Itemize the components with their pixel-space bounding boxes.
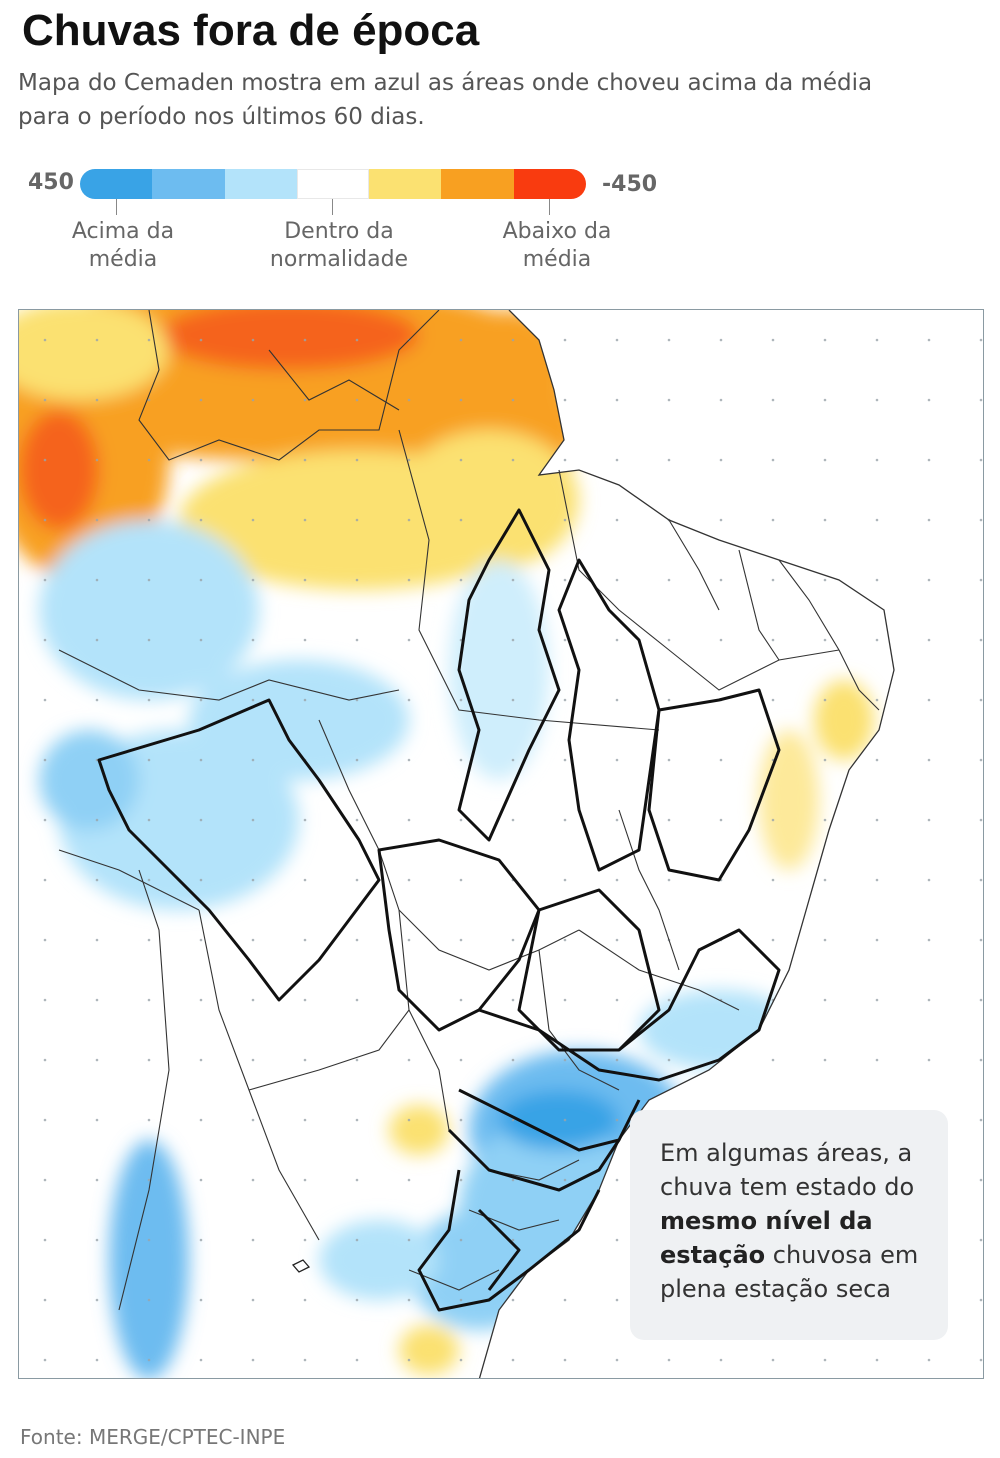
scale-swatch-4 — [296, 169, 370, 199]
map-annotation-callout: Em algumas áreas, a chuva tem estado do … — [630, 1110, 948, 1340]
chart-title: Chuvas fora de época — [22, 6, 480, 55]
small-island — [291, 1259, 311, 1273]
scale-swatch-6 — [441, 169, 514, 199]
scale-swatch-7 — [513, 169, 586, 199]
chart-subtitle: Mapa do Cemaden mostra em azul as áreas … — [18, 70, 873, 130]
scale-swatch-3 — [224, 169, 297, 199]
legend-label-normal: Dentro da normalidade — [269, 219, 409, 272]
scale-swatch-5 — [369, 169, 442, 199]
color-scale-bar — [80, 169, 586, 199]
legend-label-above: Acima da média — [71, 219, 175, 272]
legend-min-label: 450 — [28, 170, 74, 195]
highlighted-state-outlines — [97, 508, 781, 1312]
scale-swatch-2 — [152, 169, 225, 199]
legend-tick-normal — [332, 199, 333, 215]
coastline — [478, 310, 895, 1378]
source-note: Fonte: MERGE/CPTEC-INPE — [20, 1425, 286, 1449]
legend-label-below: Abaixo da média — [502, 219, 612, 272]
legend-tick-below — [549, 199, 550, 215]
legend-max-label: -450 — [602, 172, 658, 197]
scale-swatch-1 — [80, 169, 153, 199]
legend-tick-above — [116, 199, 117, 215]
state-borders — [58, 310, 880, 1311]
